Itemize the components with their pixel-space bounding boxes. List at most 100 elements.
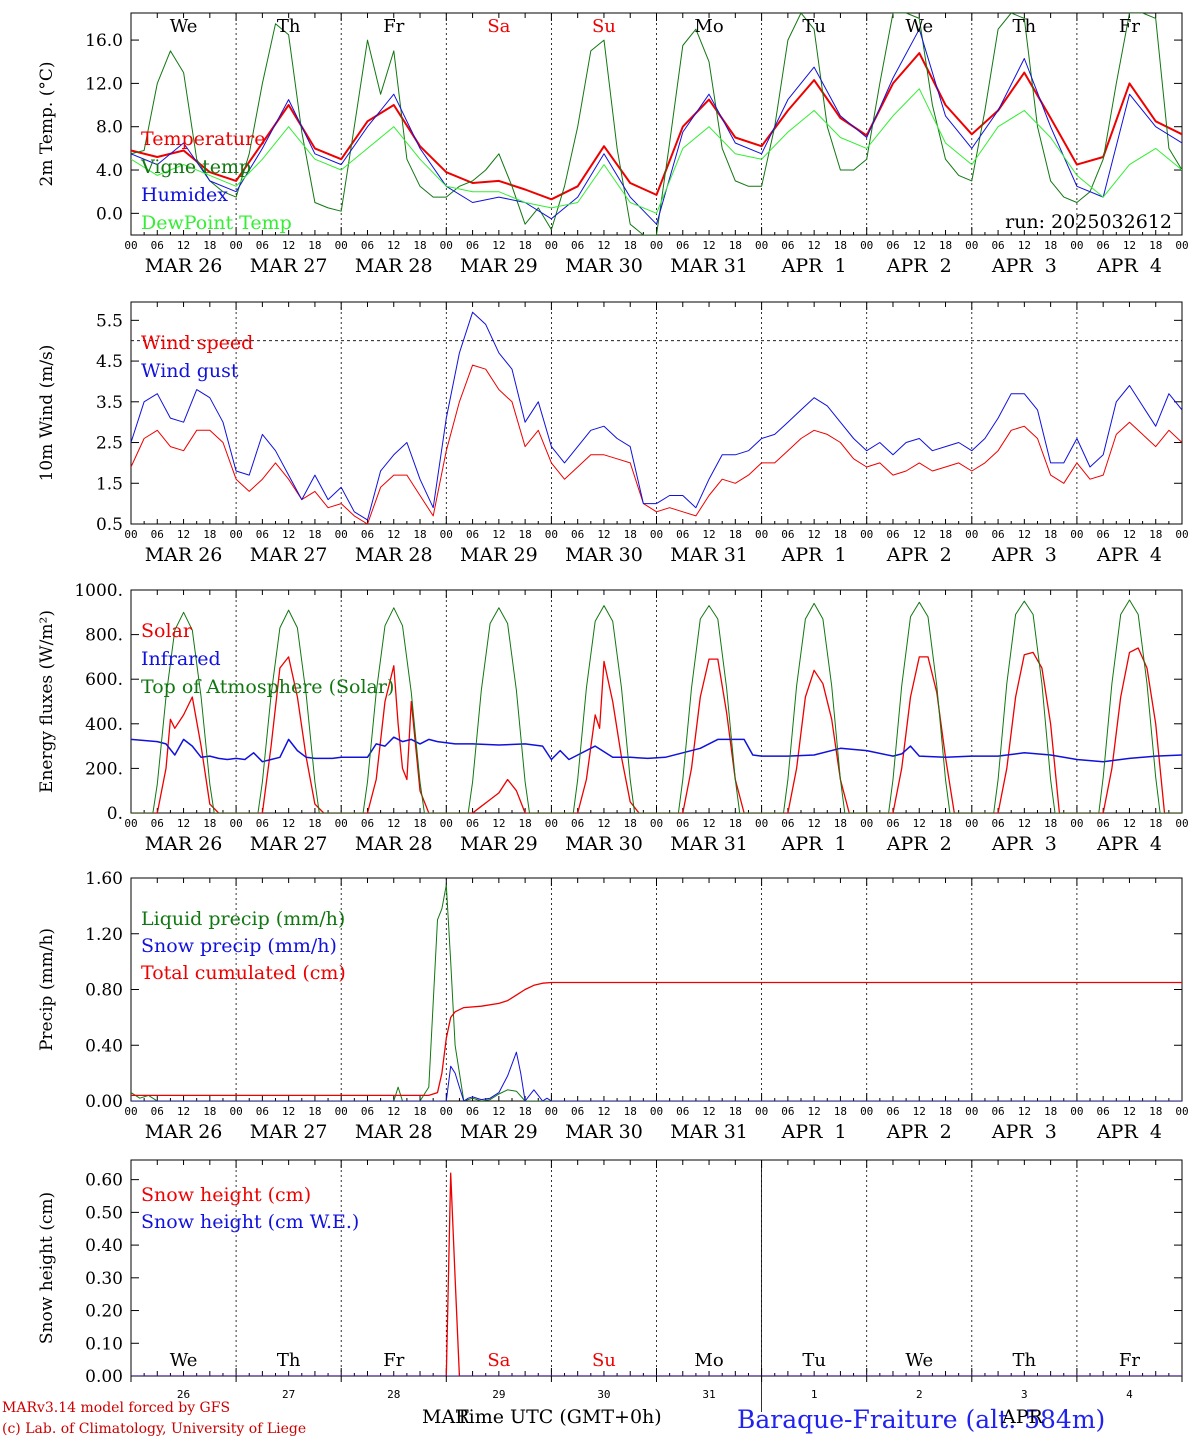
month-left-label: MAR — [422, 1406, 470, 1428]
legend-entry: Total cumulated (cm) — [141, 962, 346, 984]
hour-tick-label: 00 — [860, 239, 873, 252]
day-number-label: 3 — [1021, 1388, 1028, 1401]
date-label: APR 2 — [886, 255, 952, 277]
hour-tick-label: 18 — [413, 528, 426, 541]
hour-tick-label: 12 — [387, 239, 400, 252]
hour-tick-label: 00 — [335, 1105, 348, 1118]
date-label: APR 1 — [781, 255, 847, 277]
date-label: MAR 29 — [460, 255, 538, 277]
hour-tick-label: 12 — [177, 528, 190, 541]
station-name: Baraque-Fraiture (alt. 584m) — [737, 1405, 1105, 1434]
date-label: MAR 28 — [355, 255, 433, 277]
hour-tick-label: 12 — [387, 1105, 400, 1118]
hour-tick-label: 00 — [440, 528, 453, 541]
day-number-label: 26 — [177, 1388, 190, 1401]
hour-tick-label: 00 — [545, 528, 558, 541]
hour-tick-label: 00 — [755, 528, 768, 541]
hour-tick-label: 06 — [781, 1105, 794, 1118]
hour-tick-label: 18 — [519, 239, 532, 252]
series-group — [131, 13, 1182, 235]
date-label: MAR 27 — [250, 255, 328, 277]
hour-tick-label: 00 — [229, 239, 242, 252]
hour-tick-label: 12 — [177, 239, 190, 252]
date-label: APR 3 — [991, 255, 1057, 277]
hour-tick-label: 00 — [229, 1105, 242, 1118]
hour-tick-label: 00 — [860, 1105, 873, 1118]
hour-tick-label: 18 — [624, 239, 637, 252]
hour-tick-label: 12 — [913, 528, 926, 541]
day-number-label: 4 — [1126, 1388, 1133, 1401]
hour-tick-label: 12 — [913, 239, 926, 252]
hour-tick-label: 12 — [913, 1105, 926, 1118]
hour-tick-label: 18 — [939, 528, 952, 541]
day-of-week-label: Su — [592, 1350, 616, 1371]
hour-tick-label: 00 — [650, 817, 663, 830]
hour-tick-label: 00 — [545, 239, 558, 252]
y-tick-label: 3.5 — [96, 393, 123, 413]
y-tick-label: 1.20 — [85, 925, 123, 945]
hour-tick-label: 12 — [282, 817, 295, 830]
hour-tick-label: 00 — [229, 528, 242, 541]
legend-entry: Solar — [141, 620, 193, 642]
hour-tick-label: 00 — [755, 239, 768, 252]
hour-tick-label: 18 — [729, 528, 742, 541]
hour-tick-label: 12 — [492, 239, 505, 252]
hour-tick-label: 00 — [650, 239, 663, 252]
hour-tick-label: 12 — [492, 1105, 505, 1118]
hour-tick-label: 00 — [335, 239, 348, 252]
hour-tick-label: 06 — [151, 817, 164, 830]
hour-tick-label: 18 — [203, 817, 216, 830]
hour-tick-label: 12 — [702, 817, 715, 830]
hour-tick-label: 06 — [781, 528, 794, 541]
hour-tick-label: 18 — [519, 1105, 532, 1118]
day-of-week-label: We — [170, 16, 198, 37]
date-label: MAR 31 — [670, 1121, 748, 1143]
hour-tick-label: 06 — [361, 1105, 374, 1118]
legend-entry: Snow height (cm W.E.) — [141, 1211, 359, 1233]
hour-tick-label: 00 — [124, 239, 137, 252]
hour-tick-label: 18 — [203, 1105, 216, 1118]
y-tick-label: 0.40 — [85, 1236, 123, 1256]
hour-tick-label: 12 — [1123, 1105, 1136, 1118]
day-of-week-label: Fr — [383, 1350, 404, 1371]
y-axis-label: 10m Wind (m/s) — [37, 345, 57, 482]
y-tick-label: 0.50 — [85, 1203, 123, 1223]
hour-tick-label: 00 — [229, 817, 242, 830]
hour-tick-label: 00 — [860, 817, 873, 830]
hour-tick-label: 12 — [387, 528, 400, 541]
hour-tick-label: 18 — [1044, 528, 1057, 541]
day-number-label: 28 — [387, 1388, 400, 1401]
hour-tick-label: 18 — [729, 1105, 742, 1118]
series-line-vigne-temp — [131, 13, 1182, 235]
hour-tick-label: 12 — [1123, 817, 1136, 830]
hour-tick-label: 18 — [203, 239, 216, 252]
hour-tick-label: 00 — [1070, 528, 1083, 541]
series-line-infrared — [131, 736, 1182, 763]
legend-entry: Vigne temp — [140, 156, 251, 178]
day-of-week-label: Fr — [1119, 1350, 1140, 1371]
hour-tick-label: 06 — [781, 239, 794, 252]
date-label: MAR 26 — [145, 544, 223, 566]
hour-tick-label: 12 — [282, 239, 295, 252]
hour-tick-label: 18 — [729, 239, 742, 252]
hour-tick-label: 18 — [834, 817, 847, 830]
hour-tick-label: 18 — [1149, 1105, 1162, 1118]
hour-tick-label: 00 — [1175, 528, 1188, 541]
hour-tick-label: 18 — [834, 528, 847, 541]
hour-tick-label: 12 — [1123, 239, 1136, 252]
hour-tick-label: 06 — [886, 817, 899, 830]
hour-tick-label: 06 — [256, 817, 269, 830]
hour-tick-label: 06 — [676, 817, 689, 830]
hour-tick-label: 12 — [702, 239, 715, 252]
hour-tick-label: 06 — [466, 1105, 479, 1118]
day-number-label: 30 — [597, 1388, 610, 1401]
date-label: MAR 29 — [460, 833, 538, 855]
hour-tick-label: 12 — [177, 1105, 190, 1118]
hour-tick-label: 12 — [808, 817, 821, 830]
hour-tick-label: 00 — [545, 1105, 558, 1118]
y-tick-label: 0.30 — [85, 1269, 123, 1289]
date-label: APR 4 — [1096, 544, 1162, 566]
y-tick-label: 5.5 — [96, 311, 123, 331]
date-label: MAR 29 — [460, 544, 538, 566]
date-label: MAR 30 — [565, 544, 643, 566]
